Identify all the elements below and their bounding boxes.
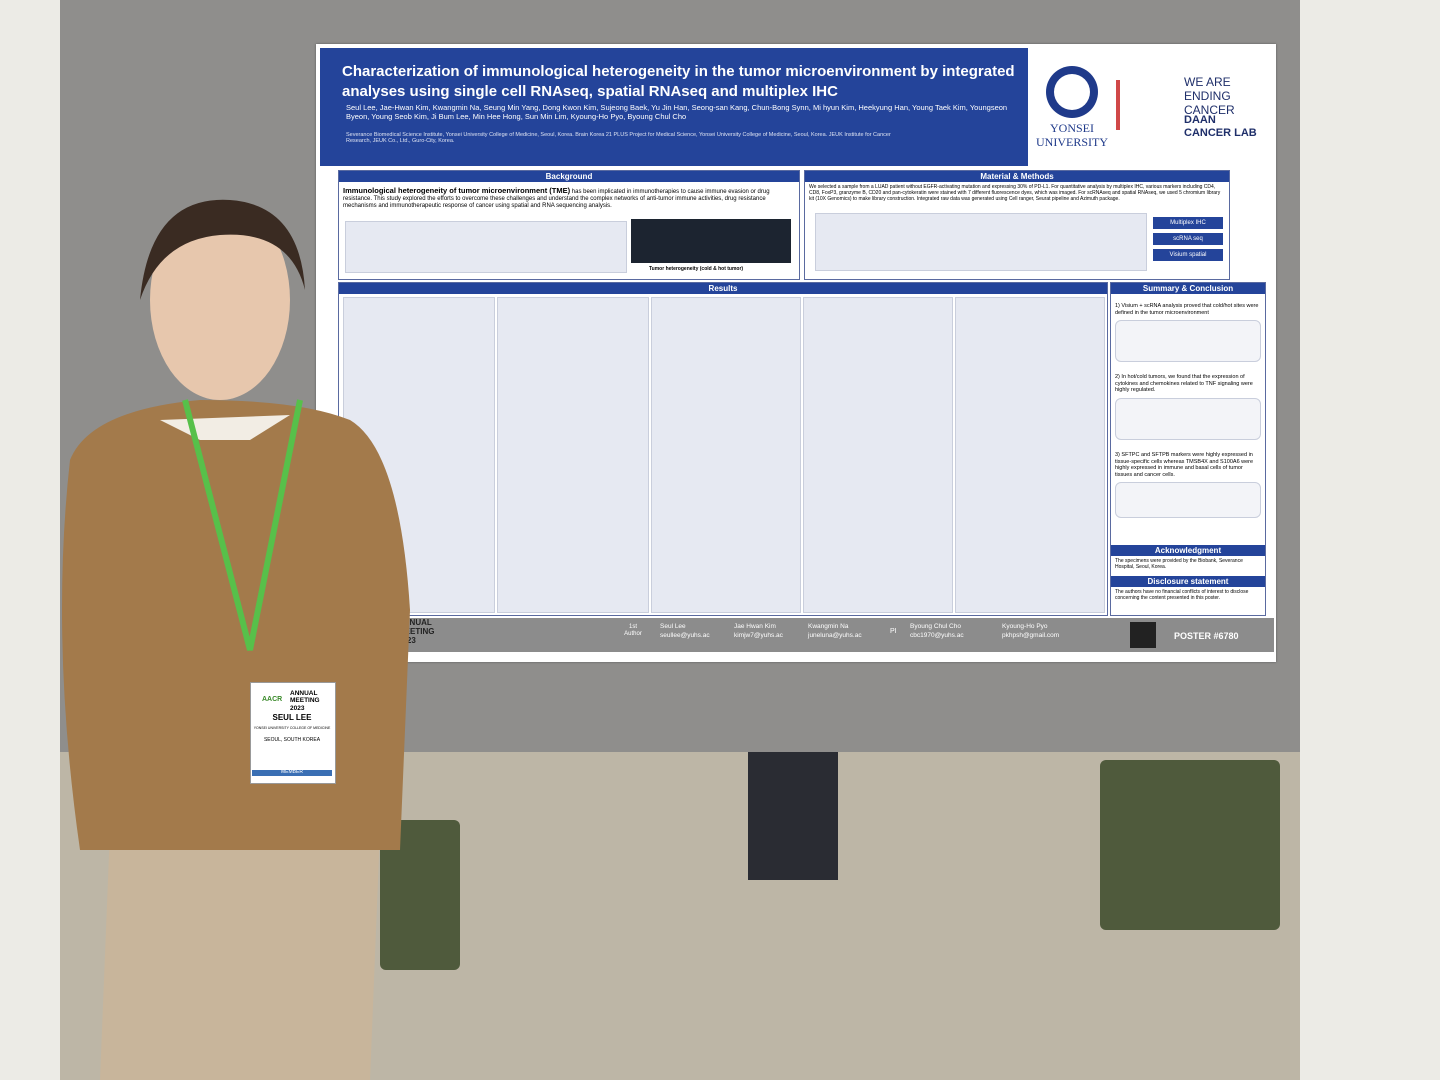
methods-panel: Material & Methods We selected a sample …	[804, 170, 1230, 280]
summary-panel: Summary & Conclusion 1) Visium + scRNA a…	[1110, 282, 1266, 616]
logo-university: YONSEI UNIVERSITY	[1036, 121, 1108, 149]
footer-person: Seul Lee seullee@yuhs.ac	[660, 622, 710, 640]
summary-item: 1) Visium + scRNA analysis proved that c…	[1115, 303, 1259, 316]
badge-org: AACR	[262, 696, 283, 703]
wall-left	[0, 0, 60, 1080]
chair-right	[1100, 760, 1280, 930]
summary-list: 1) Visium + scRNA analysis proved that c…	[1115, 299, 1261, 530]
person-name: Kyoung-Ho Pyo	[1002, 623, 1048, 630]
results-panel: Results	[338, 282, 1108, 616]
method-step: Multiplex IHC	[1153, 217, 1223, 229]
qr-code	[1130, 622, 1156, 648]
person-name: Kwangmin Na	[808, 623, 849, 630]
background-body: Immunological heterogeneity of tumor mic…	[343, 186, 795, 210]
section-heading: Material & Methods	[805, 171, 1229, 182]
background-text: has been implicated in immunotherapies t…	[343, 189, 770, 209]
figure	[815, 213, 1147, 271]
poster-header	[320, 48, 1028, 166]
visitor-legs	[748, 750, 838, 880]
badge-status: MEMBER	[252, 769, 332, 776]
yonsei-seal	[1046, 66, 1098, 118]
badge-name: SEUL LEE	[272, 713, 312, 722]
section-heading: Summary & Conclusion	[1111, 283, 1265, 294]
poster-number: POSTER #6780	[1174, 631, 1239, 641]
footer-person: Kwangmin Na juneluna@yuhs.ac	[808, 622, 862, 640]
disclosure-text: The authors have no financial conflicts …	[1115, 589, 1249, 601]
badge-location: SEOUL, SOUTH KOREA	[263, 737, 321, 743]
methods-steps: Multiplex IHC scRNA seq Visium spatial	[1153, 217, 1223, 265]
person-name: Byoung Chul Cho	[910, 623, 961, 630]
section-heading: Disclosure statement	[1111, 576, 1265, 587]
summary-figure	[1115, 482, 1261, 519]
poster-footer	[338, 618, 1274, 652]
person-email: seullee@yuhs.ac	[660, 632, 710, 640]
poster-title: Characterization of immunological hetero…	[342, 63, 1015, 100]
methods-text: We selected a sample from a LUAD patient…	[809, 184, 1221, 202]
person-email: cbc1970@yuhs.ac	[910, 632, 964, 640]
footer-person: Byoung Chul Cho cbc1970@yuhs.ac	[910, 622, 964, 640]
figure	[651, 297, 801, 613]
background-caption: Tumor heterogeneity (cold & hot tumor)	[649, 266, 744, 272]
logo-slogan: WE ARE ENDING CANCER	[1184, 75, 1235, 117]
person-name: Jae Hwan Kim	[734, 623, 776, 630]
figure	[345, 221, 627, 273]
presenter	[62, 199, 410, 1080]
method-step: Visium spatial	[1153, 249, 1223, 261]
summary-figure	[1115, 397, 1261, 440]
section-heading: Background	[339, 171, 799, 182]
footer-person: Kyoung-Ho Pyo pkhpsh@gmail.com	[1002, 622, 1059, 640]
summary-figure	[1115, 320, 1261, 363]
figure	[803, 297, 953, 613]
first-author-label: 1st Author	[624, 624, 642, 637]
badge-event: ANNUAL MEETING 2023	[290, 690, 320, 712]
person-name: Seul Lee	[660, 623, 686, 630]
logo-lab: DAAN CANCER LAB	[1184, 114, 1257, 139]
pi-label: PI	[890, 628, 897, 635]
figure	[631, 219, 791, 263]
wall-right	[1300, 0, 1440, 1080]
logo-mark	[1116, 80, 1180, 130]
poster-authors: Seul Lee, Jae-Hwan Kim, Kwangmin Na, Seu…	[346, 103, 1008, 121]
badge-institution: YONSEI UNIVERSITY COLLEGE OF MEDICINE	[253, 726, 331, 730]
footer-people: Seul Lee seullee@yuhs.ac Jae Hwan Kim kimjw…	[660, 622, 1080, 650]
summary-item: 2) In hot/cold tumors, we found that the…	[1115, 374, 1253, 394]
person-email: pkhpsh@gmail.com	[1002, 632, 1060, 640]
poster-affiliations: Severance Biomedical Science Institute, …	[346, 132, 891, 145]
person-email: kimjw7@yuhs.ac	[734, 632, 783, 640]
footer-person: Jae Hwan Kim kimjw7@yuhs.ac	[734, 622, 783, 640]
ack-text: The specimens were provided by the Bioba…	[1115, 558, 1243, 570]
background-lead: Immunological heterogeneity of tumor mic…	[343, 186, 571, 195]
poster: Characterization of immunological hetero…	[316, 44, 1276, 662]
figure	[497, 297, 649, 613]
person-email: juneluna@yuhs.ac	[808, 632, 862, 640]
background-panel: Background Immunological heterogeneity o…	[338, 170, 800, 280]
section-heading: Results	[339, 283, 1107, 294]
section-heading: Acknowledgment	[1111, 545, 1265, 556]
figure	[955, 297, 1105, 613]
summary-item: 3) SFTPC and SFTPB markers were highly e…	[1115, 451, 1254, 478]
badge	[250, 682, 336, 784]
method-step: scRNA seq	[1153, 233, 1223, 245]
